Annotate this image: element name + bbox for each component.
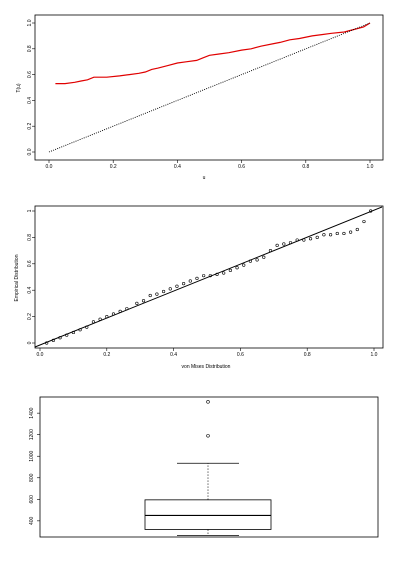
tu-plot-ylabel: T(u) <box>16 83 22 93</box>
tu-plot-y-tick-label: 1.0 <box>27 19 33 26</box>
qq-plot-x-tick-label: 0.0 <box>37 352 44 358</box>
qq-point <box>155 292 159 296</box>
qq-plot-y-tick-label: 0.4 <box>27 287 33 294</box>
qq-point <box>85 325 89 329</box>
qq-point <box>175 284 179 288</box>
qq-point <box>262 255 266 259</box>
qq-point <box>282 242 286 246</box>
box-outlier <box>206 434 210 438</box>
box-plot-y-tick-label: 800 <box>29 473 35 482</box>
qq-point <box>135 301 139 306</box>
qq-point <box>255 258 259 262</box>
qq-plot-x-tick-label: 0.6 <box>237 352 244 358</box>
tu-plot-x-tick-label: 0.4 <box>174 164 181 170</box>
qq-point <box>105 315 109 319</box>
box-plot-y-tick-label: 1200 <box>29 429 35 440</box>
qq-point <box>295 238 299 242</box>
tu-plot-x-tick-label: 0.0 <box>46 164 53 170</box>
qq-plot-ylabel: Empirical Distribution <box>14 254 20 301</box>
qq-point <box>369 209 373 213</box>
tu-plot-y-tick-label: 0.6 <box>27 71 33 78</box>
qq-point <box>91 320 96 324</box>
qq-plot-y-tick-label: 0 <box>27 341 33 344</box>
qq-plot-x-tick-label: 0.8 <box>304 352 311 358</box>
qq-point <box>349 230 353 234</box>
qq-point <box>51 338 55 342</box>
qq-point <box>188 279 192 283</box>
qq-plot-x-tick-label: 1.0 <box>371 352 378 358</box>
qq-point <box>268 249 273 253</box>
qq-plot-y-tick-label: 0.2 <box>27 313 33 320</box>
tu-plot-x-tick-label: 1.0 <box>367 164 374 170</box>
tu-plot-x-tick-label: 0.6 <box>238 164 245 170</box>
qq-point <box>275 243 279 247</box>
box-plot-y-tick-label: 1000 <box>29 450 35 461</box>
qq-point <box>98 317 102 321</box>
tu-plot-frame <box>34 14 384 161</box>
box-plot-frame <box>39 396 379 538</box>
box-plot-y-tick-label: 600 <box>29 495 35 504</box>
diagonal-reference-line <box>48 22 371 153</box>
qq-plot: von Mises Distribution Empirical Distrib… <box>14 205 384 370</box>
qq-plot-y-tick-label: 0.6 <box>27 260 33 267</box>
qq-point <box>315 235 319 239</box>
qq-point <box>302 238 306 242</box>
tu-curve <box>55 22 371 85</box>
qq-point <box>328 233 333 237</box>
box-plot-y-tick-label: 1400 <box>29 407 35 418</box>
qq-point <box>202 274 206 278</box>
qq-point <box>308 237 313 241</box>
qq-point <box>125 307 129 311</box>
qq-point <box>168 287 172 291</box>
tu-plot-x-tick-label: 0.2 <box>110 164 117 170</box>
qq-point <box>45 341 49 345</box>
qq-point <box>141 299 146 303</box>
qq-point <box>228 268 232 273</box>
qq-point <box>195 276 199 280</box>
qq-plot-x-tick-label: 0.4 <box>170 352 177 358</box>
qq-point <box>78 328 82 332</box>
qq-point <box>161 289 166 294</box>
qq-point <box>335 231 339 236</box>
tu-plot-x-tick-label: 0.8 <box>302 164 309 170</box>
qq-plot-y-tick-label: 1 <box>27 209 33 212</box>
qq-point <box>322 233 326 237</box>
qq-reference-line <box>34 206 383 348</box>
qq-plot-frame <box>34 205 384 349</box>
qq-point <box>342 231 346 236</box>
qq-point <box>215 272 219 276</box>
qq-point <box>235 266 239 270</box>
qq-point <box>248 259 253 263</box>
tu-plot: u T(u) 0.0 0.2 0.4 0.6 0.8 1.0 0.0 0.2 0.4 0.6 0.8… <box>16 14 384 181</box>
box-iqr <box>144 499 272 530</box>
qq-point <box>288 241 293 245</box>
box-plot: 400 600 800 1000 1200 1400 <box>29 396 379 538</box>
qq-point <box>71 330 75 335</box>
qq-point <box>65 333 69 337</box>
box-plot-y-tick-label: 400 <box>29 516 35 525</box>
qq-point <box>355 227 359 232</box>
qq-point <box>118 309 122 313</box>
qq-point <box>148 293 152 298</box>
qq-point <box>208 274 212 278</box>
box-outlier <box>206 400 210 404</box>
qq-plot-xlabel: von Mises Distribution <box>182 364 231 370</box>
tu-plot-y-tick-label: 0.8 <box>27 45 33 52</box>
tu-plot-xlabel: u <box>203 175 206 181</box>
tu-plot-y-tick-label: 0.0 <box>27 148 33 155</box>
qq-point <box>222 271 226 275</box>
qq-point <box>362 219 366 224</box>
qq-plot-x-tick-label: 0.2 <box>103 352 110 358</box>
tu-plot-y-tick-label: 0.4 <box>27 97 33 104</box>
qq-point <box>111 312 116 316</box>
qq-point <box>182 282 186 286</box>
qq-point <box>242 263 246 267</box>
tu-plot-y-tick-label: 0.2 <box>27 123 33 130</box>
qq-point <box>58 336 62 340</box>
qq-plot-y-tick-label: 0.8 <box>27 234 33 241</box>
